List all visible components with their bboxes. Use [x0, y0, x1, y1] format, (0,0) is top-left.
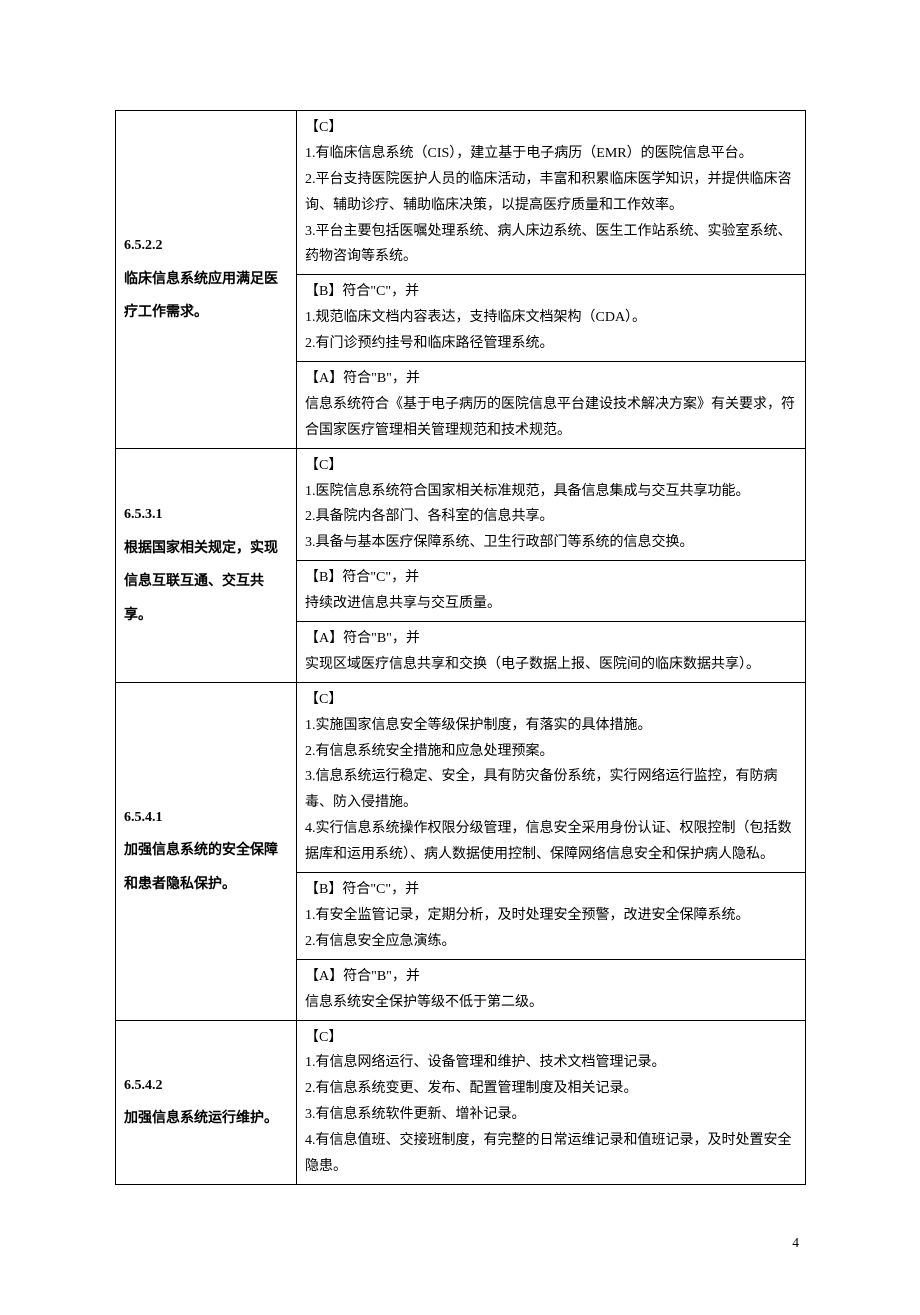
level-item: 3.信息系统运行稳定、安全，具有防灾备份系统，实行网络运行监控，有防病毒、防入侵… — [305, 764, 797, 816]
level-item: 1.医院信息系统符合国家相关标准规范，具备信息集成与交互共享功能。 — [305, 479, 797, 505]
level-item: 信息系统符合《基于电子病历的医院信息平台建设技术解决方案》有关要求，符合国家医疗… — [305, 392, 797, 444]
section-title: 加强信息系统的安全保障和患者隐私保护。 — [124, 834, 288, 901]
section-number: 6.5.2.2 — [124, 229, 288, 263]
level-cell: 【A】符合"B"，并实现区域医疗信息共享和交换（电子数据上报、医院间的临床数据共… — [297, 622, 806, 683]
table-body: 6.5.2.2临床信息系统应用满足医疗工作需求。【C】1.有临床信息系统（CIS… — [116, 111, 806, 1185]
level-tag: 【B】符合"C"，并 — [305, 565, 797, 591]
section-header-cell: 6.5.4.1加强信息系统的安全保障和患者隐私保护。 — [116, 682, 297, 1020]
level-item: 2.平台支持医院医护人员的临床活动，丰富和积累临床医学知识，并提供临床咨询、辅助… — [305, 167, 797, 219]
section-header-cell: 6.5.3.1根据国家相关规定，实现信息互联互通、交互共享。 — [116, 448, 297, 682]
table-row: 6.5.4.2加强信息系统运行维护。【C】1.有信息网络运行、设备管理和维护、技… — [116, 1020, 806, 1184]
section-number: 6.5.4.2 — [124, 1069, 288, 1103]
section-title: 根据国家相关规定，实现信息互联互通、交互共享。 — [124, 532, 288, 633]
level-item: 4.实行信息系统操作权限分级管理，信息安全采用身份认证、权限控制（包括数据库和运… — [305, 816, 797, 868]
level-item: 3.平台主要包括医嘱处理系统、病人床边系统、医生工作站系统、实验室系统、药物咨询… — [305, 219, 797, 271]
level-cell: 【A】符合"B"，并信息系统符合《基于电子病历的医院信息平台建设技术解决方案》有… — [297, 362, 806, 449]
level-item: 1.规范临床文档内容表达，支持临床文档架构（CDA）。 — [305, 305, 797, 331]
level-cell: 【B】符合"C"，并1.规范临床文档内容表达，支持临床文档架构（CDA）。2.有… — [297, 275, 806, 362]
level-item: 1.有安全监管记录，定期分析，及时处理安全预警，改进安全保障系统。 — [305, 903, 797, 929]
level-tag: 【A】符合"B"，并 — [305, 964, 797, 990]
level-item: 2.有信息安全应急演练。 — [305, 929, 797, 955]
level-item: 持续改进信息共享与交互质量。 — [305, 591, 797, 617]
table-row: 6.5.2.2临床信息系统应用满足医疗工作需求。【C】1.有临床信息系统（CIS… — [116, 111, 806, 275]
level-item: 1.有信息网络运行、设备管理和维护、技术文档管理记录。 — [305, 1050, 797, 1076]
level-cell: 【C】1.有信息网络运行、设备管理和维护、技术文档管理记录。2.有信息系统变更、… — [297, 1020, 806, 1184]
level-item: 2.具备院内各部门、各科室的信息共享。 — [305, 504, 797, 530]
level-tag: 【C】 — [305, 453, 797, 479]
level-item: 1.实施国家信息安全等级保护制度，有落实的具体措施。 — [305, 713, 797, 739]
level-item: 4.有信息值班、交接班制度，有完整的日常运维记录和值班记录，及时处置安全隐患。 — [305, 1128, 797, 1180]
standards-table: 6.5.2.2临床信息系统应用满足医疗工作需求。【C】1.有临床信息系统（CIS… — [115, 110, 806, 1185]
level-item: 1.有临床信息系统（CIS），建立基于电子病历（EMR）的医院信息平台。 — [305, 141, 797, 167]
level-tag: 【A】符合"B"，并 — [305, 366, 797, 392]
level-item: 2.有信息系统变更、发布、配置管理制度及相关记录。 — [305, 1076, 797, 1102]
level-cell: 【B】符合"C"，并持续改进信息共享与交互质量。 — [297, 561, 806, 622]
level-item: 实现区域医疗信息共享和交换（电子数据上报、医院间的临床数据共享）。 — [305, 652, 797, 678]
level-item: 2.有信息系统安全措施和应急处理预案。 — [305, 739, 797, 765]
section-title: 加强信息系统运行维护。 — [124, 1102, 288, 1136]
level-cell: 【C】1.医院信息系统符合国家相关标准规范，具备信息集成与交互共享功能。2.具备… — [297, 448, 806, 561]
level-cell: 【A】符合"B"，并信息系统安全保护等级不低于第二级。 — [297, 959, 806, 1020]
level-cell: 【C】1.实施国家信息安全等级保护制度，有落实的具体措施。2.有信息系统安全措施… — [297, 682, 806, 872]
level-item: 2.有门诊预约挂号和临床路径管理系统。 — [305, 331, 797, 357]
level-item: 3.具备与基本医疗保障系统、卫生行政部门等系统的信息交换。 — [305, 530, 797, 556]
level-tag: 【C】 — [305, 687, 797, 713]
section-header-cell: 6.5.4.2加强信息系统运行维护。 — [116, 1020, 297, 1184]
table-row: 6.5.4.1加强信息系统的安全保障和患者隐私保护。【C】1.实施国家信息安全等… — [116, 682, 806, 872]
level-item: 信息系统安全保护等级不低于第二级。 — [305, 990, 797, 1016]
section-title: 临床信息系统应用满足医疗工作需求。 — [124, 263, 288, 330]
section-header-cell: 6.5.2.2临床信息系统应用满足医疗工作需求。 — [116, 111, 297, 449]
table-row: 6.5.3.1根据国家相关规定，实现信息互联互通、交互共享。【C】1.医院信息系… — [116, 448, 806, 561]
level-item: 3.有信息系统软件更新、增补记录。 — [305, 1102, 797, 1128]
level-tag: 【B】符合"C"，并 — [305, 877, 797, 903]
level-tag: 【C】 — [305, 1025, 797, 1051]
level-tag: 【B】符合"C"，并 — [305, 279, 797, 305]
level-cell: 【C】1.有临床信息系统（CIS），建立基于电子病历（EMR）的医院信息平台。2… — [297, 111, 806, 275]
page-number: 4 — [115, 1230, 805, 1256]
level-cell: 【B】符合"C"，并1.有安全监管记录，定期分析，及时处理安全预警，改进安全保障… — [297, 873, 806, 960]
section-number: 6.5.4.1 — [124, 801, 288, 835]
level-tag: 【A】符合"B"，并 — [305, 626, 797, 652]
level-tag: 【C】 — [305, 115, 797, 141]
section-number: 6.5.3.1 — [124, 498, 288, 532]
